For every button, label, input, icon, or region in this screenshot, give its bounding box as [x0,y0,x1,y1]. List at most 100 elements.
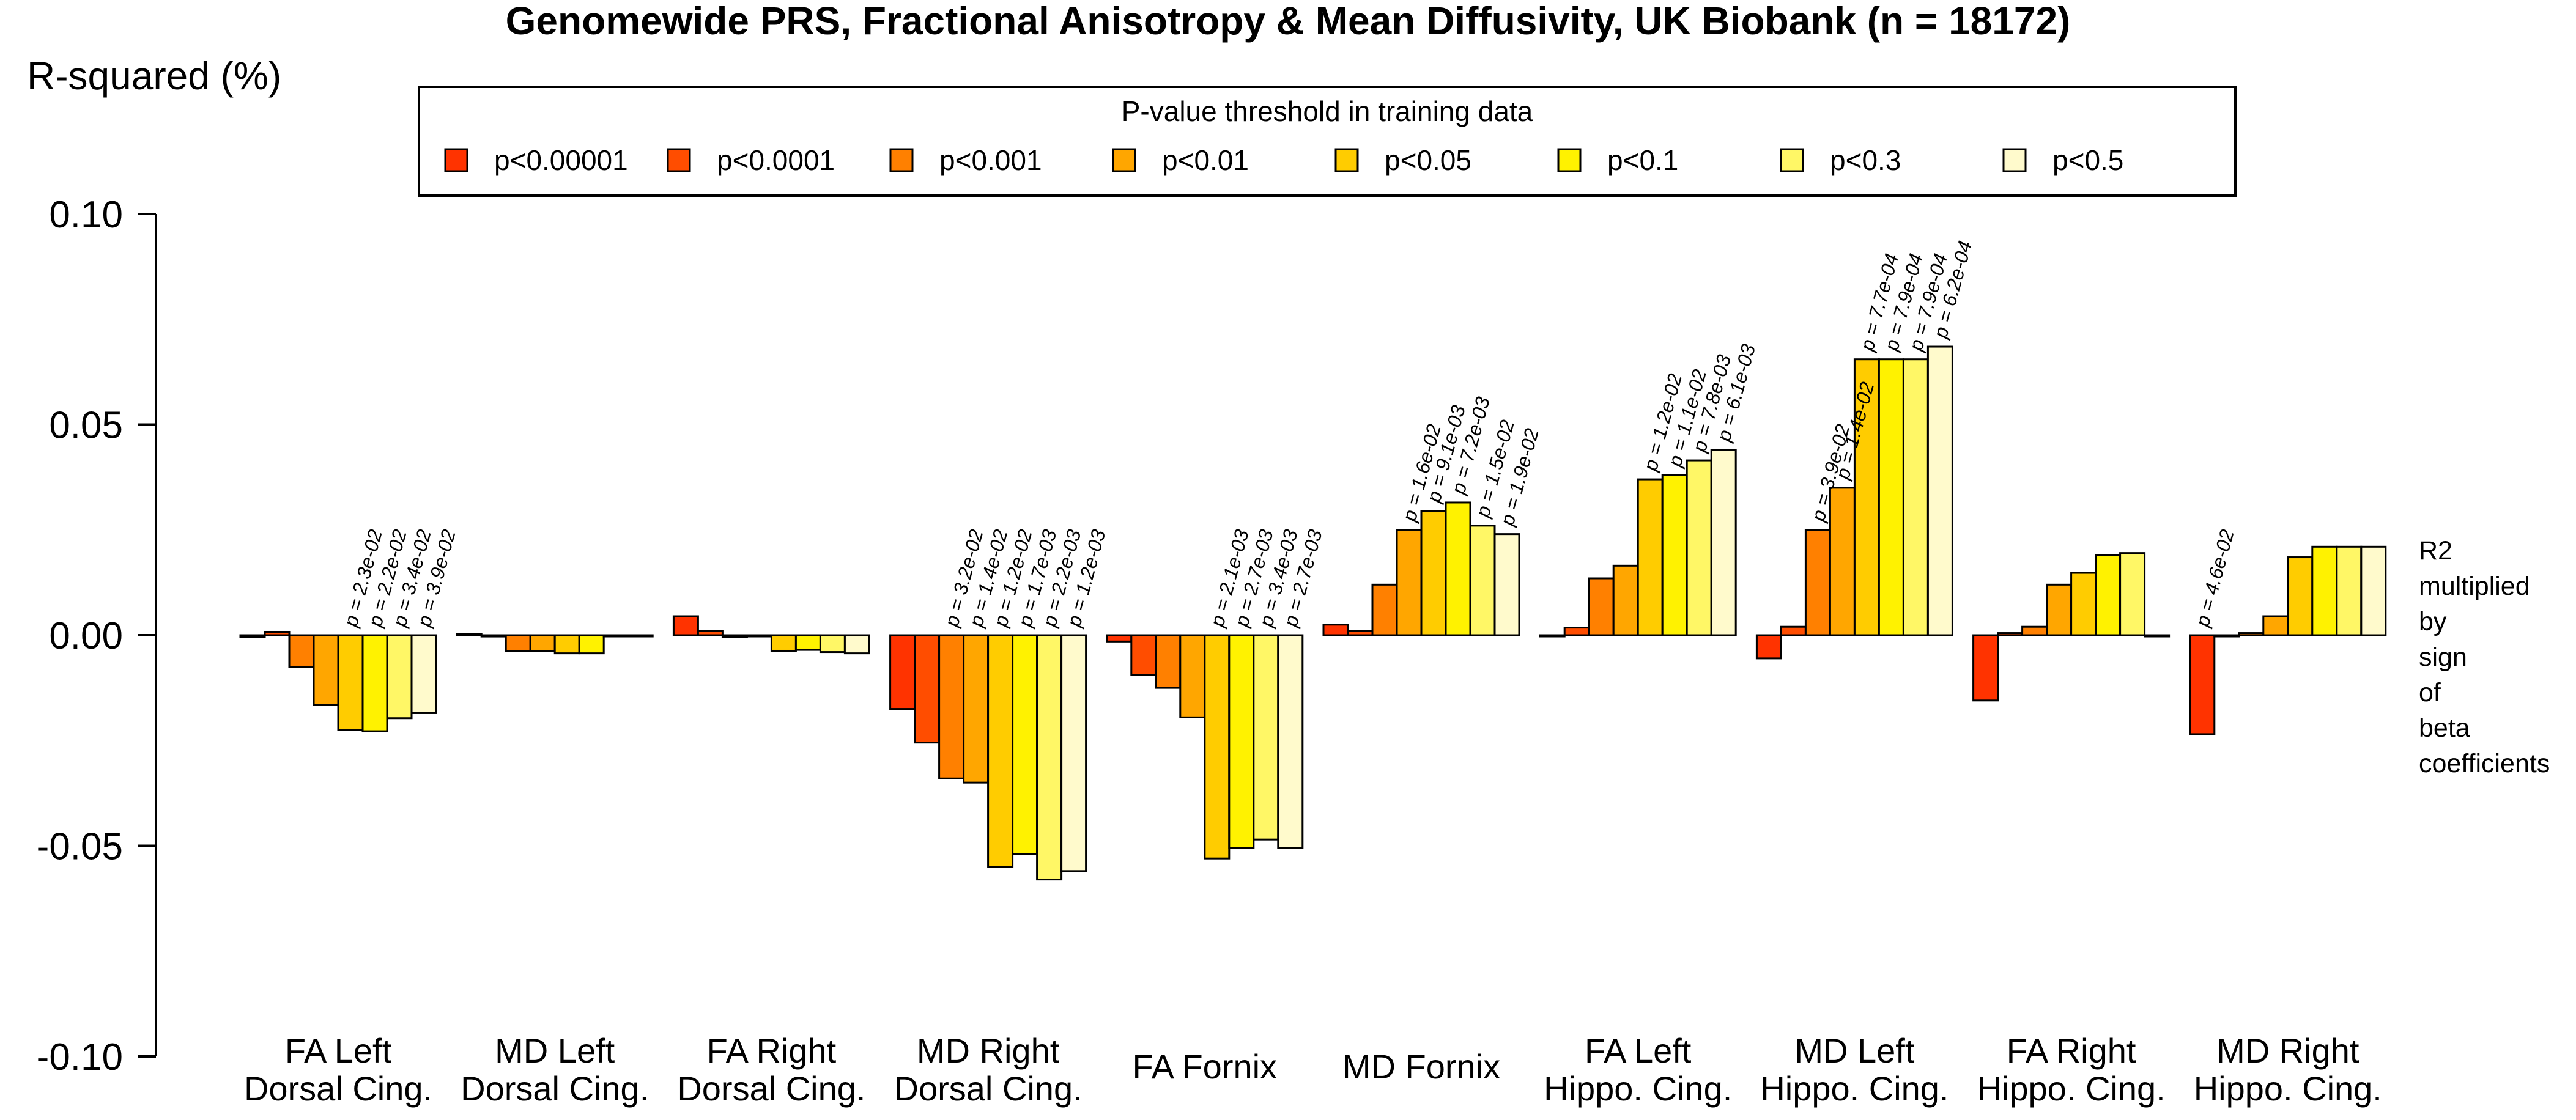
legend-label: p<0.01 [1162,144,1249,176]
side-note-line: beta [2419,713,2470,743]
bar [1469,525,1496,636]
bar [987,634,1014,868]
bar [938,634,965,779]
y-tick-label: -0.05 [37,826,123,868]
bar [264,630,291,636]
side-note-line: by [2419,607,2447,636]
category-label: MD Right [2216,1031,2359,1070]
bar [410,634,437,714]
bar [1588,577,1615,636]
side-note-line: multiplied [2419,572,2530,601]
category-label: FA Right [2007,1031,2136,1070]
bar [889,634,916,710]
side-note-line: R2 [2419,536,2452,566]
side-note-line: coefficients [2419,749,2550,778]
bar [819,634,846,654]
bar [1926,345,1953,636]
bar [1204,634,1231,860]
side-note-line: sign [2419,643,2467,672]
y-tick-label: 0.05 [49,405,123,447]
bar [1755,634,1782,660]
side-note-line: of [2419,678,2441,707]
category-label: FA Fornix [1133,1047,1278,1086]
bar [1060,634,1087,872]
legend-swatch [1112,148,1136,172]
bar [2144,634,2171,638]
category-label: FA Left [1585,1031,1692,1070]
category-label: Dorsal Cing. [244,1069,432,1108]
legend-swatch [1334,148,1359,172]
legend: P-value threshold in training data p<0.0… [418,86,2237,197]
legend-swatch [444,148,468,172]
bar [746,634,772,638]
bar [2311,545,2338,636]
bar [1253,634,1279,841]
bar [843,634,870,655]
y-axis: 0.10 0.05 0.00 -0.05 -0.10 [37,194,157,1078]
p-value-annotations: p = 2.3e-02p = 2.2e-02p = 3.4e-02p = 3.9… [339,238,2238,629]
bars [239,345,2387,881]
legend-label: p<0.001 [939,144,1042,176]
bar [721,634,748,638]
category-label: FA Right [707,1031,837,1070]
bar [2336,545,2363,636]
bar [578,634,605,655]
category-label: Dorsal Cing. [894,1069,1083,1108]
bar [2360,545,2387,636]
category-label: MD Right [917,1031,1060,1070]
y-axis-label: R-squared (%) [27,54,281,98]
bar [361,634,388,732]
bar [697,630,724,636]
y-tick-label: -0.10 [37,1036,123,1078]
bar [1322,624,1349,636]
legend-swatch [1557,148,1582,172]
chart-title: Genomewide PRS, Fractional Anisotropy & … [506,0,2071,43]
bar [2213,634,2240,638]
bar [1277,634,1304,849]
legend-swatch [667,148,691,172]
legend-label: p<0.00001 [494,144,628,176]
category-label: MD Left [1794,1031,1914,1070]
legend-label: p<0.3 [1830,144,1901,176]
bar [1493,533,1520,636]
bar [2095,554,2122,636]
bar [1563,627,1590,636]
category-label: FA Left [285,1031,392,1070]
bar [1661,474,1688,636]
bar [1179,634,1206,718]
bar [2119,552,2146,636]
legend-label: p<0.1 [1607,144,1678,176]
bar [2021,625,2048,636]
category-label: Hippo. Cing. [1544,1069,1732,1108]
bar [505,634,531,652]
bar [1420,510,1447,636]
category-label: MD Left [495,1031,615,1070]
legend-swatch [889,148,914,172]
bar [1371,583,1398,636]
category-label: Hippo. Cing. [1760,1069,1949,1108]
bar [1228,634,1255,849]
legend-label: p<0.5 [2052,144,2123,176]
bar [2287,556,2314,636]
bar [529,634,556,652]
bar [456,633,483,636]
bar [1612,564,1639,636]
category-label: Hippo. Cing. [1977,1069,2166,1108]
category-label: Dorsal Cing. [461,1069,649,1108]
legend-title: P-value threshold in training data [1122,95,1533,127]
bar [2238,632,2265,636]
bar [1036,634,1063,881]
category-label: Dorsal Cing. [677,1069,865,1108]
bar [770,634,797,652]
bar [672,615,699,636]
y-tick-label: 0.10 [49,194,123,236]
bar [1130,634,1157,676]
bar [553,634,580,655]
bar [1539,634,1566,638]
bar [386,634,413,720]
bar [1347,630,1374,636]
side-note: R2 multiplied by sign of beta coefficients [2419,536,2550,778]
legend-label: p<0.05 [1385,144,1471,176]
bar [1878,358,1904,636]
